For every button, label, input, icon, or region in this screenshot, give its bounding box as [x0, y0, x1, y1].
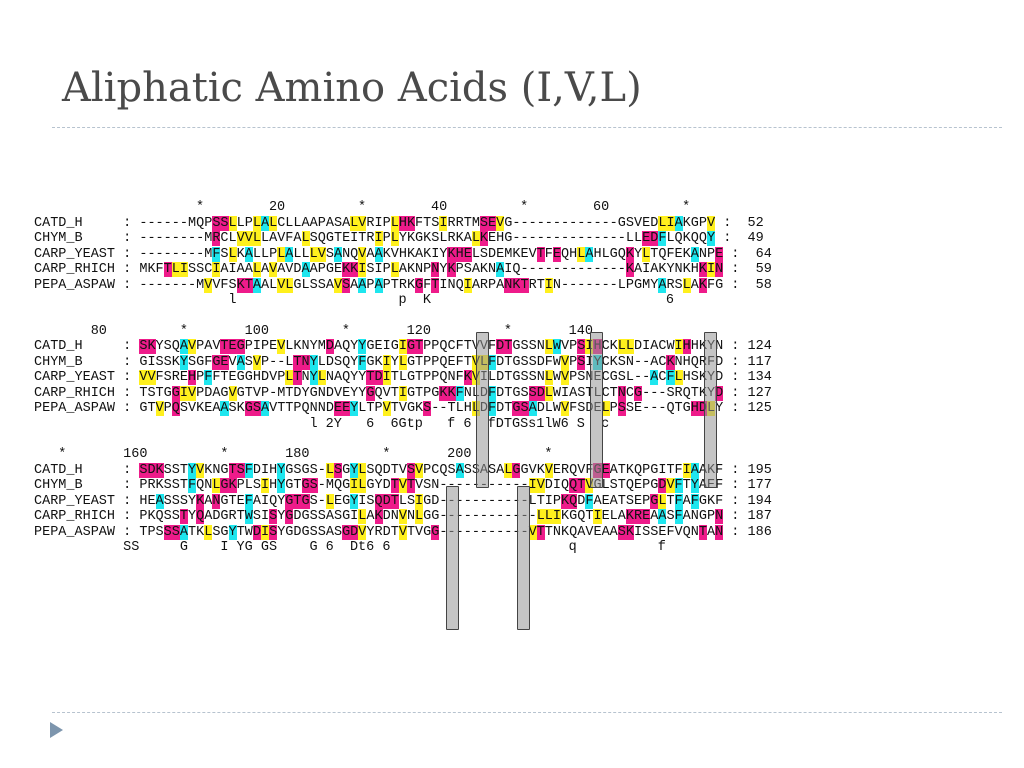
alignment-block-3: * 160 * 180 * 200 * CATD_H : SDKSSTYVKNG… [34, 447, 772, 556]
next-slide-arrow-icon[interactable] [50, 722, 63, 738]
sequence-alignment: * 20 * 40 * 60 * CATD_H : ------MQPSSLLP… [34, 200, 772, 571]
consensus-row: SS G I YG GS G 6 Dt6 6 q f [34, 540, 666, 555]
sequence-row: CHYM_B : PRKSSTFQNLGKPLSIHYGTGS-MQGILGYD… [34, 478, 772, 493]
sequence-row: CHYM_B : GISSKYSGFGEVASVP--LTNYLDSQYFGKI… [34, 354, 772, 370]
sequence-row: PEPA_ASPAW : GTVPQSVKEAASKGSAVTTPQNNDEEY… [34, 401, 772, 416]
sequence-row: CARP_YEAST : --------MFSLKALLPLALLLVSANQ… [34, 246, 772, 262]
sequence-row: CATD_H : ------MQPSSLLPLALCLLAAPASALVRIP… [34, 215, 764, 231]
sequence-row: CATD_H : SKYSQAVPAVTEGPIPEVLKNYMDAQYYGEI… [34, 339, 772, 354]
sequence-row: CARP_RHICH : TSTGGIVPDAGVGTVP-MTDYGNDVEY… [34, 385, 772, 401]
sequence-row: CARP_YEAST : HEASSSYKANGTEFAIQYGTGS-LEGY… [34, 493, 772, 509]
ruler: * 160 * 180 * 200 * [34, 447, 553, 462]
alignment-block-1: * 20 * 40 * 60 * CATD_H : ------MQPSSLLP… [34, 200, 772, 309]
title-divider [52, 127, 1002, 128]
sequence-row: CARP_RHICH : PKQSSTYQADGRTWSISYGDGSSASGI… [34, 509, 772, 524]
highlight-box [590, 332, 603, 488]
sequence-row: CATD_H : SDKSSTYVKNGTSFDIHYGSGS-LSGYLSQD… [34, 462, 772, 478]
highlight-box [704, 332, 717, 488]
sequence-row: CARP_YEAST : VVFSREHPFFTEGGHDVPLTNYLNAQY… [34, 370, 772, 385]
sequence-row: PEPA_ASPAW : TPSSSATKLSGYTWDISYGDGSSASGD… [34, 524, 772, 540]
sequence-row: PEPA_ASPAW : -------MVVFSKTAALVLGLSSAVSA… [34, 277, 772, 293]
sequence-row: CARP_RHICH : MKFTLISSCIAIAALAVAVDAAPGEKK… [34, 262, 772, 277]
highlight-box [517, 486, 530, 630]
footer-divider [52, 712, 1002, 713]
consensus-row: l p K 6 [34, 293, 675, 308]
alignment-block-2: 80 * 100 * 120 * 140 CATD_H : SKYSQAVPAV… [34, 324, 772, 433]
highlight-box [446, 486, 459, 630]
ruler: 80 * 100 * 120 * 140 [34, 323, 593, 339]
ruler: * 20 * 40 * 60 * [34, 200, 691, 215]
consensus-row: l 2Y 6 6Gtp f 6 fDTGSs1lW6 S c [34, 416, 610, 432]
sequence-row: CHYM_B : --------MRCLVVLLAVFALSQGTEITRIP… [34, 231, 764, 246]
highlight-box [476, 332, 489, 488]
slide-title: Aliphatic Amino Acids (I,V,L) [62, 65, 642, 111]
